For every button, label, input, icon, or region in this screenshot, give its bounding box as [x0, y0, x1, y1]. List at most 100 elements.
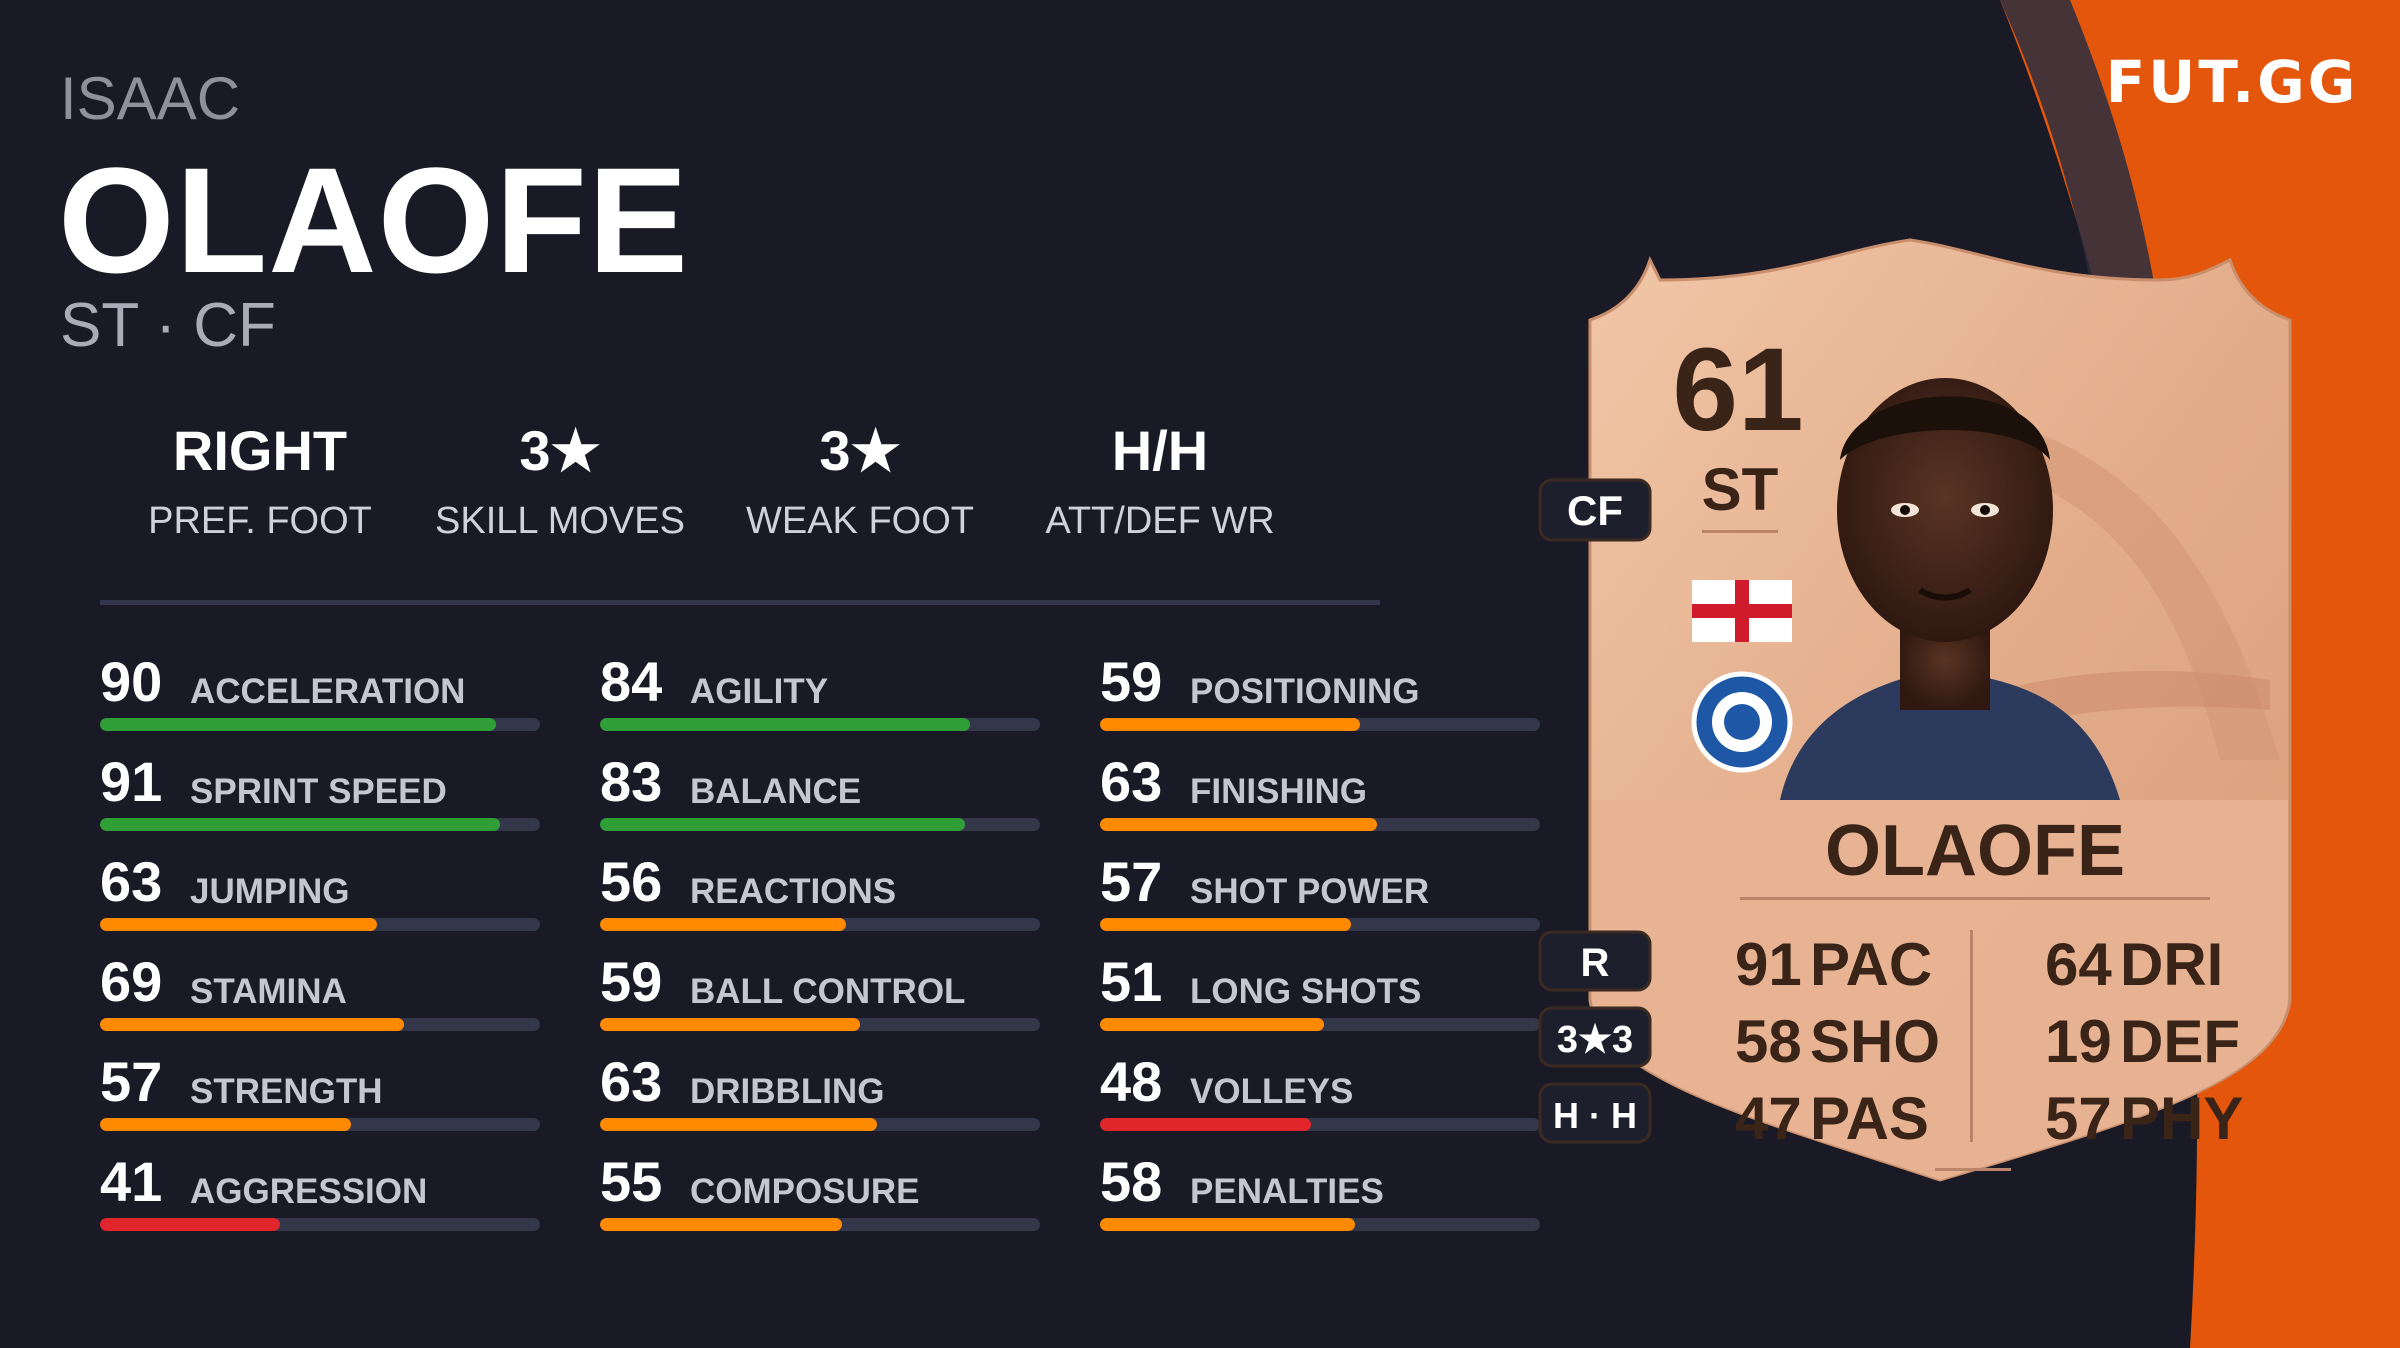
player-card[interactable]: 61 ST CF OLAOFE R 3★3 — [1538, 238, 2310, 1280]
stat-value: 58 — [1100, 1150, 1163, 1213]
attr-pac-label: PAC — [1810, 931, 1932, 998]
info-weak-foot: 3★ WEAK FOOT — [720, 418, 1000, 544]
stat-bar-fill — [600, 1018, 860, 1031]
stat-bar-track — [100, 718, 540, 731]
stat-strength: 57 STRENGTH — [100, 1050, 540, 1131]
pref-foot-label: PREF. FOOT — [148, 500, 372, 542]
stat-bar-fill — [600, 1218, 842, 1231]
stat-name: SPRINT SPEED — [190, 772, 447, 811]
stat-name: STRENGTH — [190, 1072, 383, 1111]
stat-bar-track — [1100, 1118, 1540, 1131]
card-position: ST — [1702, 456, 1779, 523]
stat-value: 69 — [100, 950, 163, 1013]
stat-bar-fill — [100, 1118, 351, 1131]
stat-long-shots: 51 LONG SHOTS — [1100, 950, 1540, 1031]
stat-positioning: 59 POSITIONING — [1100, 650, 1540, 731]
stat-bar-track — [1100, 1218, 1540, 1231]
work-rate-label: ATT/DEF WR — [1045, 500, 1275, 542]
stat-name: STAMINA — [190, 972, 347, 1011]
attr-phy-label: PHY — [2120, 1085, 2243, 1152]
stat-shot-power: 57 SHOT POWER — [1100, 850, 1540, 931]
stat-bar-track — [100, 1218, 540, 1231]
stat-name: POSITIONING — [1190, 672, 1420, 711]
stat-name: AGGRESSION — [190, 1172, 428, 1211]
stat-value: 63 — [100, 850, 163, 913]
stat-sprint-speed: 91 SPRINT SPEED — [100, 750, 540, 831]
attr-def-value: 19 — [2045, 1008, 2112, 1075]
stat-composure: 55 COMPOSURE — [600, 1150, 1040, 1231]
stat-name: JUMPING — [190, 872, 350, 911]
work-rate-badge-label: H · H — [1553, 1095, 1637, 1136]
stat-bar-track — [600, 1218, 1040, 1231]
stat-value: 91 — [100, 750, 163, 813]
stat-bar-track — [1100, 1018, 1540, 1031]
info-pref-foot: RIGHT PREF. FOOT — [120, 418, 400, 544]
stat-bar-fill — [100, 1218, 281, 1231]
attr-sho-label: SHO — [1810, 1008, 1940, 1075]
stat-bar-track — [1100, 918, 1540, 931]
stat-bar-fill — [100, 918, 378, 931]
stat-name: REACTIONS — [690, 872, 897, 911]
stat-aggression: 41 AGGRESSION — [100, 1150, 540, 1231]
stat-bar-fill — [100, 718, 496, 731]
stat-bar-fill — [600, 918, 847, 931]
stat-acceleration: 90 ACCELERATION — [100, 650, 540, 731]
weak-foot-label: WEAK FOOT — [746, 500, 974, 542]
card-decor-arc — [1880, 670, 2270, 770]
card-name-divider — [1740, 897, 2210, 900]
fut-gg-logo[interactable]: FUT.GG — [2105, 48, 2359, 116]
stat-jumping: 63 JUMPING — [100, 850, 540, 931]
stat-bar-fill — [100, 818, 501, 831]
attr-dri-value: 64 — [2045, 931, 2112, 998]
stat-name: DRIBBLING — [690, 1072, 885, 1111]
stat-bar-fill — [600, 1118, 878, 1131]
stat-bar-track — [100, 1118, 540, 1131]
attr-dri-label: DRI — [2120, 931, 2223, 998]
stat-bar-track — [600, 918, 1040, 931]
stat-bar-fill — [100, 1018, 404, 1031]
work-rate-badge: H · H — [1538, 1082, 1652, 1144]
stat-bar-fill — [600, 818, 966, 831]
stat-value: 48 — [1100, 1050, 1163, 1113]
stat-value: 55 — [600, 1150, 663, 1213]
weak-foot-value: 3★ — [819, 419, 901, 482]
attr-def-label: DEF — [2120, 1008, 2240, 1075]
player-positions: ST · CF — [60, 291, 276, 360]
stat-value: 56 — [600, 850, 663, 913]
stat-value: 59 — [1100, 650, 1163, 713]
foot-badge: R — [1538, 930, 1652, 992]
stat-bar-fill — [600, 718, 970, 731]
stat-name: LONG SHOTS — [1190, 972, 1422, 1011]
club-badge-icon — [1691, 671, 1793, 773]
skill-weak-badge: 3★3 — [1538, 1006, 1652, 1068]
stat-name: VOLLEYS — [1190, 1072, 1354, 1111]
attr-phy-value: 57 — [2045, 1085, 2112, 1152]
stat-value: 57 — [1100, 850, 1163, 913]
stat-value: 51 — [1100, 950, 1163, 1013]
stat-bar-fill — [1100, 718, 1360, 731]
pref-foot-value: RIGHT — [172, 419, 348, 482]
stat-name: BALANCE — [690, 772, 862, 811]
stat-name: ACCELERATION — [190, 672, 466, 711]
info-skill-moves: 3★ SKILL MOVES — [420, 418, 700, 544]
stat-name: BALL CONTROL — [690, 972, 966, 1011]
attr-pas-label: PAS — [1810, 1085, 1929, 1152]
stat-bar-track — [600, 1018, 1040, 1031]
stat-bar-track — [600, 818, 1040, 831]
stat-value: 84 — [600, 650, 663, 713]
info-work-rate: H/H ATT/DEF WR — [1020, 418, 1300, 544]
attributes-vertical-divider — [1970, 930, 1973, 1142]
stat-bar-fill — [1100, 918, 1351, 931]
stat-ball-control: 59 BALL CONTROL — [600, 950, 1040, 1031]
card-position-divider — [1702, 530, 1778, 533]
work-rate-value: H/H — [1111, 419, 1209, 482]
stat-value: 41 — [100, 1150, 163, 1213]
player-photo — [1780, 378, 2120, 800]
stat-bar-track — [100, 818, 540, 831]
stat-volleys: 48 VOLLEYS — [1100, 1050, 1540, 1131]
stat-bar-fill — [1100, 818, 1378, 831]
player-last-name: OLAOFE — [58, 136, 689, 304]
stat-reactions: 56 REACTIONS — [600, 850, 1040, 931]
stat-name: FINISHING — [1190, 772, 1367, 811]
